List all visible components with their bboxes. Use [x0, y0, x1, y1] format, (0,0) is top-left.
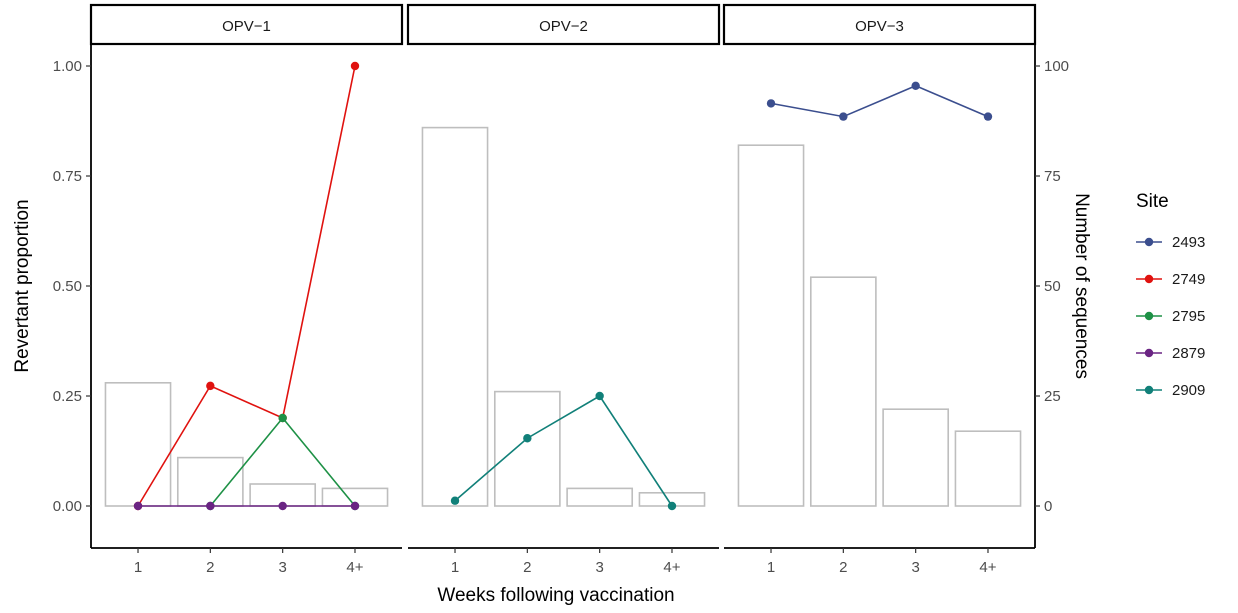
data-point-2879 [206, 501, 215, 511]
x-axis-title: Weeks following vaccination [437, 585, 674, 606]
y-axis-title: Revertant proportion [12, 199, 33, 372]
x-tick-label: 1 [134, 559, 142, 576]
sequence-count-bar [566, 487, 634, 507]
data-point-2879 [133, 501, 143, 511]
facet-panel: OPV−1 0.00 0.25 0.50 0.75 1.00 1 2 3 4+ [53, 3, 404, 576]
sequence-count-bar [176, 456, 244, 507]
x-tick-label: 3 [595, 559, 603, 576]
data-point-2909 [667, 501, 677, 511]
y2-tick-label: 75 [1044, 168, 1061, 185]
legend-item-2749: 2749 [1172, 271, 1205, 288]
legend-key-point [1144, 385, 1154, 395]
data-point-2493 [911, 81, 920, 91]
data-point-2909 [450, 496, 460, 505]
series-line-2493 [770, 84, 989, 118]
facet-strip-label: OPV−3 [855, 18, 904, 35]
x-tick-label: 4+ [663, 559, 680, 576]
facet-strip [89, 3, 404, 46]
sequence-count-bar [493, 390, 561, 507]
data-point-2879 [278, 501, 287, 511]
y2-tick-label: 50 [1044, 278, 1061, 295]
x-tick-label: 2 [839, 559, 847, 576]
y-tick-label: 0.50 [53, 278, 82, 295]
y-tick-label: 0.00 [53, 498, 82, 515]
y2-axis-title: Number of sequences [1071, 193, 1092, 379]
x-tick-label: 3 [911, 559, 919, 576]
facets-layer: OPV−1 0.00 0.25 0.50 0.75 1.00 1 2 3 4+ OPV−2 1 2 3 4+… [53, 3, 1069, 576]
facet-strip-label: OPV−1 [222, 18, 271, 35]
sequence-count-bar [104, 381, 172, 507]
y2-tick-label: 0 [1044, 498, 1052, 515]
legend-title: Site [1136, 191, 1169, 212]
x-tick-label: 4+ [346, 559, 363, 576]
x-tick-label: 2 [206, 559, 214, 576]
data-point-2749 [206, 381, 215, 391]
series-line-2909 [454, 394, 673, 507]
series-line-2749 [137, 65, 356, 507]
y2-tick-label: 25 [1044, 388, 1061, 405]
x-tick-label: 4+ [979, 559, 996, 576]
sequence-count-bar [421, 126, 489, 507]
data-point-2909 [595, 391, 604, 401]
legend-item-2909: 2909 [1172, 382, 1205, 399]
sequence-count-bar [737, 144, 805, 507]
legend-item-2795: 2795 [1172, 308, 1205, 325]
facet-strip [722, 3, 1037, 46]
facet-panel: OPV−3 0 25 50 75 100 1 2 3 4+ [722, 3, 1069, 576]
y-tick-label: 0.25 [53, 388, 82, 405]
facet-strip-label: OPV−2 [539, 18, 588, 35]
data-point-2879 [350, 501, 360, 511]
sequence-count-bar [882, 408, 950, 507]
data-point-2493 [766, 99, 776, 108]
data-point-2493 [839, 112, 848, 121]
facet-panel: OPV−2 1 2 3 4+ [406, 3, 721, 576]
legend-key-point [1144, 311, 1154, 321]
legend-key-point [1144, 274, 1154, 284]
data-point-2795 [278, 413, 287, 423]
sequence-count-bar [954, 430, 1022, 507]
data-point-2749 [350, 61, 360, 71]
legend-item-2493: 2493 [1172, 234, 1205, 251]
x-tick-label: 1 [767, 559, 775, 576]
sequence-count-bar [809, 276, 877, 507]
legend: Site 2493 2749 2795 2879 2909 [1136, 191, 1205, 399]
y-tick-label: 1.00 [53, 58, 82, 75]
data-point-2493 [983, 112, 993, 121]
legend-key-point [1144, 348, 1154, 358]
y2-tick-label: 100 [1044, 58, 1069, 75]
series-line-2795 [209, 416, 356, 507]
data-point-2909 [523, 434, 532, 443]
legend-key-point [1144, 237, 1154, 247]
legend-item-2879: 2879 [1172, 345, 1205, 362]
facet-strip [406, 3, 721, 46]
x-tick-label: 2 [523, 559, 531, 576]
x-tick-label: 1 [451, 559, 459, 576]
y-tick-label: 0.75 [53, 168, 82, 185]
x-tick-label: 3 [278, 559, 286, 576]
